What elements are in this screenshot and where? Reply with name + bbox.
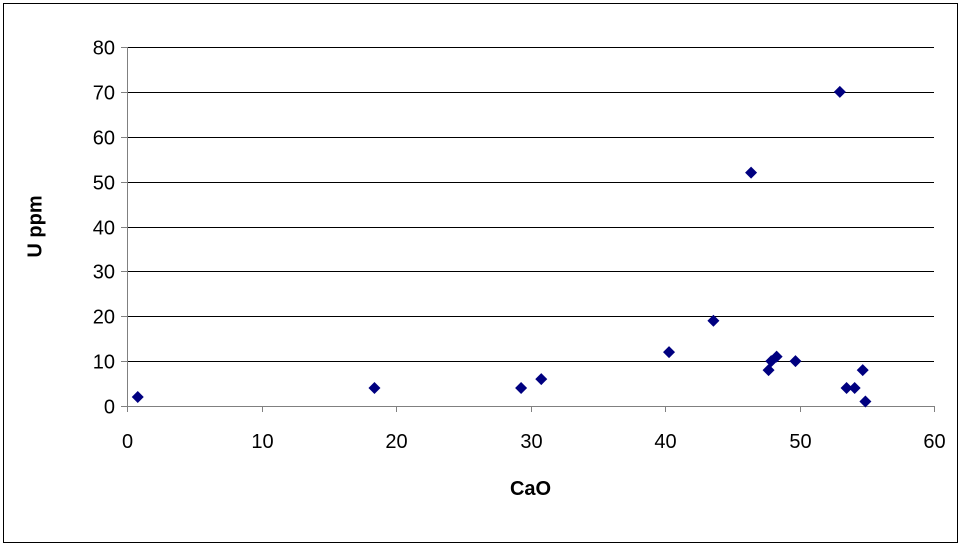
y-tick-label-30: 30: [93, 262, 115, 284]
y-tick-label-50: 50: [93, 173, 115, 195]
data-point: [131, 391, 144, 404]
data-points: [131, 85, 872, 408]
scatter-chart: 0 10 20 30 40 50 60 70 80 0 10 20 30 40 50 60 CaO U ppm: [24, 38, 946, 501]
grid-lines: [127, 47, 934, 362]
chart-frame: 0 10 20 30 40 50 60 70 80 0 10 20 30 40 50 60 CaO U ppm: [3, 3, 958, 543]
data-point: [762, 364, 775, 377]
data-point: [515, 382, 528, 395]
data-point: [368, 382, 381, 395]
x-axis-title: CaO: [510, 478, 551, 500]
data-point: [848, 382, 861, 395]
x-tick-label-50: 50: [789, 431, 811, 453]
data-point: [535, 373, 548, 386]
x-tick-label-20: 20: [385, 431, 407, 453]
data-point: [770, 350, 783, 363]
data-point: [745, 166, 758, 179]
data-point: [859, 395, 872, 408]
x-tick-label-10: 10: [251, 431, 273, 453]
tick-labels: 0 10 20 30 40 50 60 70 80 0 10 20 30 40 50 60: [93, 38, 946, 454]
y-tick-label-0: 0: [104, 397, 115, 419]
data-point: [707, 314, 720, 327]
axes: [121, 47, 935, 412]
data-point: [789, 355, 802, 368]
y-tick-label-20: 20: [93, 307, 115, 329]
x-tick-label-30: 30: [520, 431, 542, 453]
y-tick-label-70: 70: [93, 83, 115, 105]
data-point: [833, 85, 846, 98]
y-tick-label-10: 10: [93, 352, 115, 374]
data-point: [856, 364, 869, 377]
data-point: [840, 382, 853, 395]
data-point: [663, 346, 676, 359]
x-tick-label-60: 60: [923, 431, 945, 453]
x-tick-label-0: 0: [122, 431, 133, 453]
y-tick-label-60: 60: [93, 128, 115, 150]
y-axis-title: U ppm: [24, 195, 46, 257]
y-tick-label-80: 80: [93, 38, 115, 60]
y-tick-label-40: 40: [93, 218, 115, 240]
x-tick-label-40: 40: [654, 431, 676, 453]
